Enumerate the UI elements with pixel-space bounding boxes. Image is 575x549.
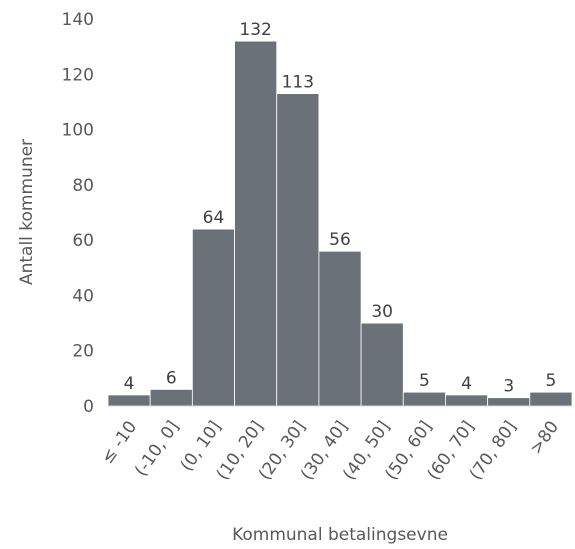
y-tick-label: 60	[72, 231, 94, 251]
data-label: 3	[503, 377, 514, 397]
y-tick-label: 80	[72, 176, 94, 196]
y-tick-label: 140	[62, 10, 94, 30]
y-tick-label: 120	[62, 65, 94, 85]
data-label: 56	[329, 230, 351, 250]
bar	[276, 93, 320, 407]
bar	[402, 391, 446, 407]
bar	[107, 394, 151, 407]
data-label: 5	[545, 371, 556, 391]
bar	[191, 228, 235, 407]
x-tick-label: ≤ -10	[98, 417, 142, 467]
data-label: 30	[371, 302, 393, 322]
data-label: 132	[239, 20, 271, 40]
data-label: 5	[419, 371, 430, 391]
bar	[445, 394, 489, 407]
y-tick-label: 40	[72, 286, 94, 306]
data-label: 64	[203, 208, 225, 228]
bar	[360, 322, 404, 407]
data-label: 113	[282, 73, 314, 93]
y-axis-label: Antall kommuner	[17, 139, 37, 285]
x-tick-label: (-10, 0]	[131, 417, 183, 480]
bar	[149, 389, 193, 407]
bar	[318, 250, 362, 407]
x-tick-label: >80	[526, 417, 563, 458]
x-axis-label: Kommunal betalingsevne	[232, 525, 448, 545]
data-label: 4	[124, 374, 135, 394]
y-tick-label: 0	[83, 397, 94, 417]
bar	[487, 397, 531, 407]
y-tick-label: 100	[62, 121, 94, 141]
data-label: 6	[166, 368, 177, 388]
y-tick-label: 20	[72, 342, 94, 362]
bar	[234, 40, 278, 407]
bar	[529, 391, 573, 407]
data-label: 4	[461, 374, 472, 394]
